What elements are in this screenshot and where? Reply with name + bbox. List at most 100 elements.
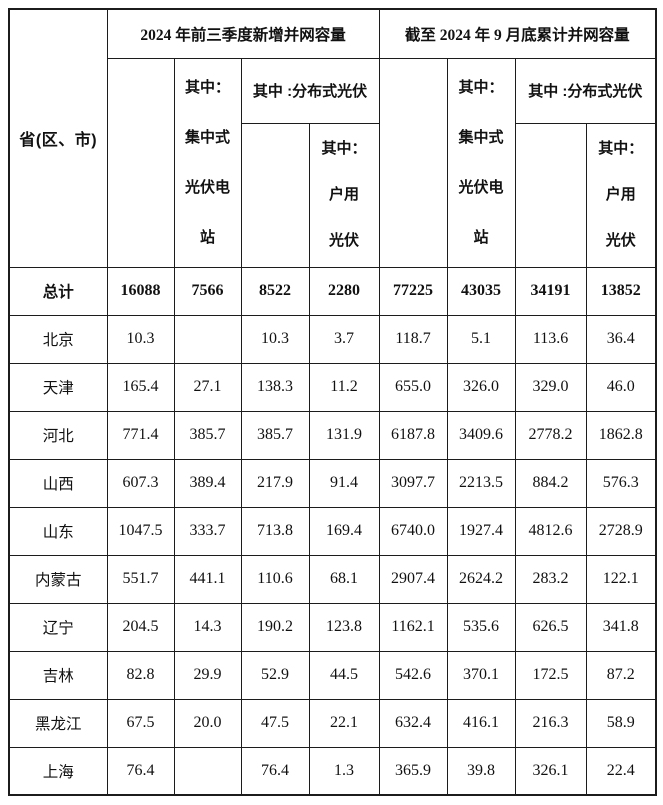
value-cell: 713.8 [240, 506, 310, 556]
value-cell: 4812.6 [514, 506, 587, 556]
header-row-sub2: 其中： 户用 光伏 其中： 户用 光伏 [9, 122, 657, 268]
subheader-centralized-cumulative: 其中： 集中式 光伏电 站 [446, 57, 516, 268]
province-cell: 河北 [8, 410, 108, 460]
value-cell: 6187.8 [378, 410, 448, 460]
value-cell: 632.4 [378, 698, 448, 748]
value-cell: 7566 [173, 266, 242, 316]
subheader-household-cumulative: 其中： 户用 光伏 [585, 122, 657, 268]
value-cell: 535.6 [446, 602, 516, 652]
value-cell: 190.2 [240, 602, 310, 652]
province-cell: 内蒙古 [8, 554, 108, 604]
value-cell: 655.0 [378, 362, 448, 412]
value-cell: 76.4 [106, 746, 175, 796]
value-cell: 10.3 [240, 314, 310, 364]
province-cell: 上海 [8, 746, 108, 796]
province-cell: 山东 [8, 506, 108, 556]
value-cell: 44.5 [308, 650, 380, 700]
value-cell: 77225 [378, 266, 448, 316]
value-cell: 110.6 [240, 554, 310, 604]
value-cell: 165.4 [106, 362, 175, 412]
value-cell: 416.1 [446, 698, 516, 748]
header-row-sub1: 其中： 集中式 光伏电 站 其中 :分布式光伏 其中： 集中式 光伏电 站 其中… [9, 57, 657, 268]
value-cell: 370.1 [446, 650, 516, 700]
value-cell: 1047.5 [106, 506, 175, 556]
value-cell: 11.2 [308, 362, 380, 412]
distributed-total-spacer-cumulative [514, 122, 587, 268]
row-tianjin: 天津 165.4 27.1 138.3 11.2 655.0 326.0 329… [8, 362, 657, 412]
value-cell: 16088 [106, 266, 175, 316]
row-liaoning: 辽宁 204.5 14.3 190.2 123.8 1162.1 535.6 6… [8, 602, 657, 652]
value-cell: 385.7 [240, 410, 310, 460]
province-cell: 北京 [8, 314, 108, 364]
distributed-total-spacer-new [240, 122, 310, 268]
province-cell: 吉林 [8, 650, 108, 700]
value-cell: 13852 [585, 266, 657, 316]
subheader-centralized-new: 其中： 集中式 光伏电 站 [173, 57, 242, 268]
value-cell: 217.9 [240, 458, 310, 508]
value-cell: 39.8 [446, 746, 516, 796]
value-cell: 68.1 [308, 554, 380, 604]
value-cell: 3097.7 [378, 458, 448, 508]
province-cell: 辽宁 [8, 602, 108, 652]
value-cell: 341.8 [585, 602, 657, 652]
value-cell: 326.1 [514, 746, 587, 796]
group-header-q1-q3-new: 2024 年前三季度新增并网容量 [106, 8, 380, 59]
province-cell: 黑龙江 [8, 698, 108, 748]
value-cell: 172.5 [514, 650, 587, 700]
value-cell: 2624.2 [446, 554, 516, 604]
province-cell: 总计 [8, 266, 108, 316]
value-cell: 551.7 [106, 554, 175, 604]
subheader-household-new: 其中： 户用 光伏 [308, 122, 380, 268]
value-cell: 771.4 [106, 410, 175, 460]
subheader-distributed-new: 其中 :分布式光伏 [240, 57, 380, 124]
value-cell: 8522 [240, 266, 310, 316]
corner-header-province: 省(区、市) [8, 8, 108, 268]
value-cell: 122.1 [585, 554, 657, 604]
value-cell: 283.2 [514, 554, 587, 604]
value-cell [173, 314, 242, 364]
value-cell: 2280 [308, 266, 380, 316]
value-cell: 22.1 [308, 698, 380, 748]
value-cell: 333.7 [173, 506, 242, 556]
value-cell: 6740.0 [378, 506, 448, 556]
value-cell: 2778.2 [514, 410, 587, 460]
value-cell: 34191 [514, 266, 587, 316]
value-cell: 58.9 [585, 698, 657, 748]
value-cell: 607.3 [106, 458, 175, 508]
value-cell: 76.4 [240, 746, 310, 796]
value-cell: 385.7 [173, 410, 242, 460]
value-cell: 1927.4 [446, 506, 516, 556]
value-cell: 47.5 [240, 698, 310, 748]
row-shanxi: 山西 607.3 389.4 217.9 91.4 3097.7 2213.5 … [8, 458, 657, 508]
value-cell: 389.4 [173, 458, 242, 508]
value-cell: 2907.4 [378, 554, 448, 604]
row-shanghai: 上海 76.4 76.4 1.3 365.9 39.8 326.1 22.4 [8, 746, 657, 796]
value-cell: 2213.5 [446, 458, 516, 508]
row-total: 总计 16088 7566 8522 2280 77225 43035 3419… [8, 266, 657, 316]
value-cell: 27.1 [173, 362, 242, 412]
value-cell: 91.4 [308, 458, 380, 508]
value-cell: 365.9 [378, 746, 448, 796]
value-cell [173, 746, 242, 796]
province-cell: 山西 [8, 458, 108, 508]
row-hebei: 河北 771.4 385.7 385.7 131.9 6187.8 3409.6… [8, 410, 657, 460]
row-inner-mongolia: 内蒙古 551.7 441.1 110.6 68.1 2907.4 2624.2… [8, 554, 657, 604]
value-cell: 46.0 [585, 362, 657, 412]
value-cell: 22.4 [585, 746, 657, 796]
group-header-cumulative: 截至 2024 年 9 月底累计并网容量 [378, 8, 657, 59]
value-cell: 138.3 [240, 362, 310, 412]
value-cell: 123.8 [308, 602, 380, 652]
value-cell: 1.3 [308, 746, 380, 796]
value-cell: 204.5 [106, 602, 175, 652]
cumulative-total-spacer-cell [378, 57, 448, 268]
subheader-distributed-cumulative: 其中 :分布式光伏 [514, 57, 657, 124]
row-beijing: 北京 10.3 10.3 3.7 118.7 5.1 113.6 36.4 [8, 314, 657, 364]
value-cell: 87.2 [585, 650, 657, 700]
value-cell: 326.0 [446, 362, 516, 412]
header-row-groups: 省(区、市) 2024 年前三季度新增并网容量 截至 2024 年 9 月底累计… [8, 8, 657, 268]
value-cell: 1862.8 [585, 410, 657, 460]
value-cell: 118.7 [378, 314, 448, 364]
value-cell: 10.3 [106, 314, 175, 364]
value-cell: 626.5 [514, 602, 587, 652]
value-cell: 36.4 [585, 314, 657, 364]
